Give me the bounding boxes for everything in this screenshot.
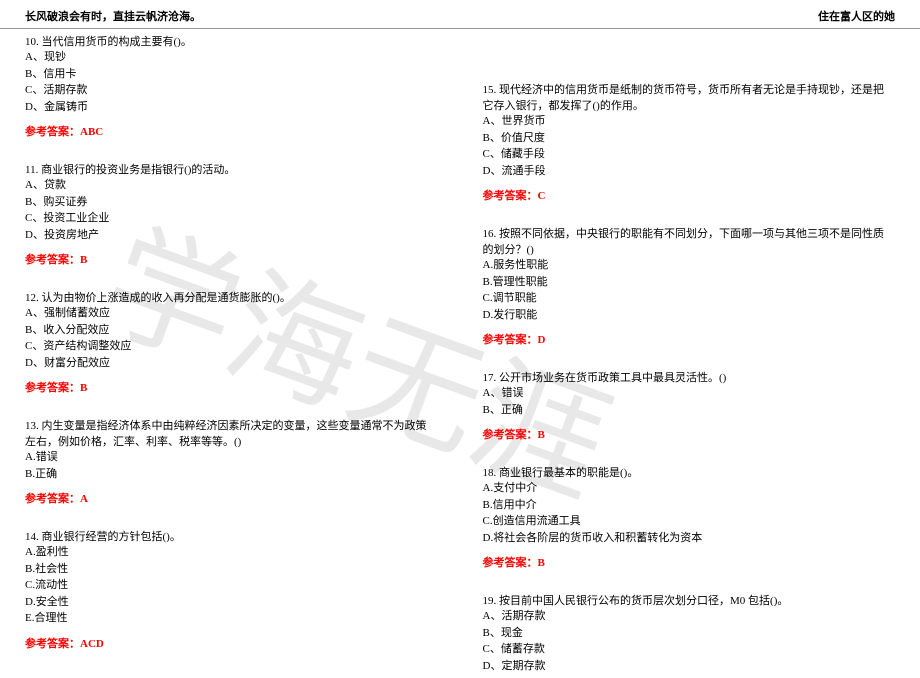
content-area: 10. 当代信用货币的构成主要有()。A、现钞B、信用卡C、活期存款D、金属铸币…: [0, 29, 920, 678]
answer-text: 参考答案：B: [483, 426, 891, 442]
option: B.管理性职能: [483, 274, 891, 291]
question-text: 11. 商业银行的投资业务是指银行()的活动。: [25, 161, 433, 177]
option: C、资产结构调整效应: [25, 338, 433, 355]
answer-text: 参考答案：B: [483, 554, 891, 570]
question-block: 14. 商业银行经营的方针包括()。A.盈利性B.社会性C.流动性D.安全性E.…: [25, 528, 433, 651]
header-right: 住在富人区的她: [818, 8, 895, 24]
option: A.盈利性: [25, 544, 433, 561]
option: D、定期存款: [483, 658, 891, 675]
option: C、投资工业企业: [25, 210, 433, 227]
answer-text: 参考答案：D: [483, 331, 891, 347]
option: C、活期存款: [25, 82, 433, 99]
option: A.服务性职能: [483, 257, 891, 274]
answer-text: 参考答案：C: [483, 187, 891, 203]
question-text: 18. 商业银行最基本的职能是()。: [483, 464, 891, 480]
option: D、投资房地产: [25, 227, 433, 244]
option: A、贷款: [25, 177, 433, 194]
question-block: 13. 内生变量是指经济体系中由纯粹经济因素所决定的变量，这些变量通常不为政策左…: [25, 417, 433, 506]
option: E.合理性: [25, 610, 433, 627]
question-block: 10. 当代信用货币的构成主要有()。A、现钞B、信用卡C、活期存款D、金属铸币…: [25, 33, 433, 139]
answer-text: 参考答案：ABC: [25, 123, 433, 139]
option: C.流动性: [25, 577, 433, 594]
option: C.调节职能: [483, 290, 891, 307]
question-block: 15. 现代经济中的信用货币是纸制的货币符号，货币所有者无论是手持现钞，还是把它…: [483, 81, 891, 203]
question-text: 13. 内生变量是指经济体系中由纯粹经济因素所决定的变量，这些变量通常不为政策左…: [25, 417, 433, 449]
header-left: 长风破浪会有时，直挂云帆济沧海。: [25, 8, 201, 24]
option: B.正确: [25, 466, 433, 483]
option: A、强制储蓄效应: [25, 305, 433, 322]
question-text: 10. 当代信用货币的构成主要有()。: [25, 33, 433, 49]
option: C、储藏手段: [483, 146, 891, 163]
option: C.创造信用流通工具: [483, 513, 891, 530]
question-block: 19. 按目前中国人民银行公布的货币层次划分口径，M0 包括()。A、活期存款B…: [483, 592, 891, 674]
option: A、现钞: [25, 49, 433, 66]
question-text: 14. 商业银行经营的方针包括()。: [25, 528, 433, 544]
answer-text: 参考答案：A: [25, 490, 433, 506]
option: D.安全性: [25, 594, 433, 611]
option: D、流通手段: [483, 163, 891, 180]
question-text: 16. 按照不同依据，中央银行的职能有不同划分，下面哪一项与其他三项不是同性质的…: [483, 225, 891, 257]
option: B、信用卡: [25, 66, 433, 83]
right-column: 15. 现代经济中的信用货币是纸制的货币符号，货币所有者无论是手持现钞，还是把它…: [453, 33, 896, 674]
option: B、价值尺度: [483, 130, 891, 147]
answer-text: 参考答案：B: [25, 251, 433, 267]
question-block: 17. 公开市场业务在货币政策工具中最具灵活性。()A、错误B、正确参考答案：B: [483, 369, 891, 442]
option: A、活期存款: [483, 608, 891, 625]
option: D、金属铸币: [25, 99, 433, 116]
question-block: 16. 按照不同依据，中央银行的职能有不同划分，下面哪一项与其他三项不是同性质的…: [483, 225, 891, 347]
answer-text: 参考答案：B: [25, 379, 433, 395]
question-block: 18. 商业银行最基本的职能是()。A.支付中介B.信用中介C.创造信用流通工具…: [483, 464, 891, 570]
option: A、世界货币: [483, 113, 891, 130]
page-header: 长风破浪会有时，直挂云帆济沧海。 住在富人区的她: [0, 0, 920, 29]
option: D.发行职能: [483, 307, 891, 324]
option: B、正确: [483, 402, 891, 419]
question-text: 19. 按目前中国人民银行公布的货币层次划分口径，M0 包括()。: [483, 592, 891, 608]
option: D.将社会各阶层的货币收入和积蓄转化为资本: [483, 530, 891, 547]
option: D、财富分配效应: [25, 355, 433, 372]
question-text: 17. 公开市场业务在货币政策工具中最具灵活性。(): [483, 369, 891, 385]
left-column: 10. 当代信用货币的构成主要有()。A、现钞B、信用卡C、活期存款D、金属铸币…: [25, 33, 453, 674]
question-block: 12. 认为由物价上涨造成的收入再分配是通货膨胀的()。A、强制储蓄效应B、收入…: [25, 289, 433, 395]
answer-text: 参考答案：ACD: [25, 635, 433, 651]
option: B.信用中介: [483, 497, 891, 514]
option: C、储蓄存款: [483, 641, 891, 658]
option: A.支付中介: [483, 480, 891, 497]
question-text: 12. 认为由物价上涨造成的收入再分配是通货膨胀的()。: [25, 289, 433, 305]
option: A.错误: [25, 449, 433, 466]
option: A、错误: [483, 385, 891, 402]
option: B.社会性: [25, 561, 433, 578]
option: B、购买证券: [25, 194, 433, 211]
option: B、现金: [483, 625, 891, 642]
option: B、收入分配效应: [25, 322, 433, 339]
question-text: 15. 现代经济中的信用货币是纸制的货币符号，货币所有者无论是手持现钞，还是把它…: [483, 81, 891, 113]
question-block: 11. 商业银行的投资业务是指银行()的活动。A、贷款B、购买证券C、投资工业企…: [25, 161, 433, 267]
